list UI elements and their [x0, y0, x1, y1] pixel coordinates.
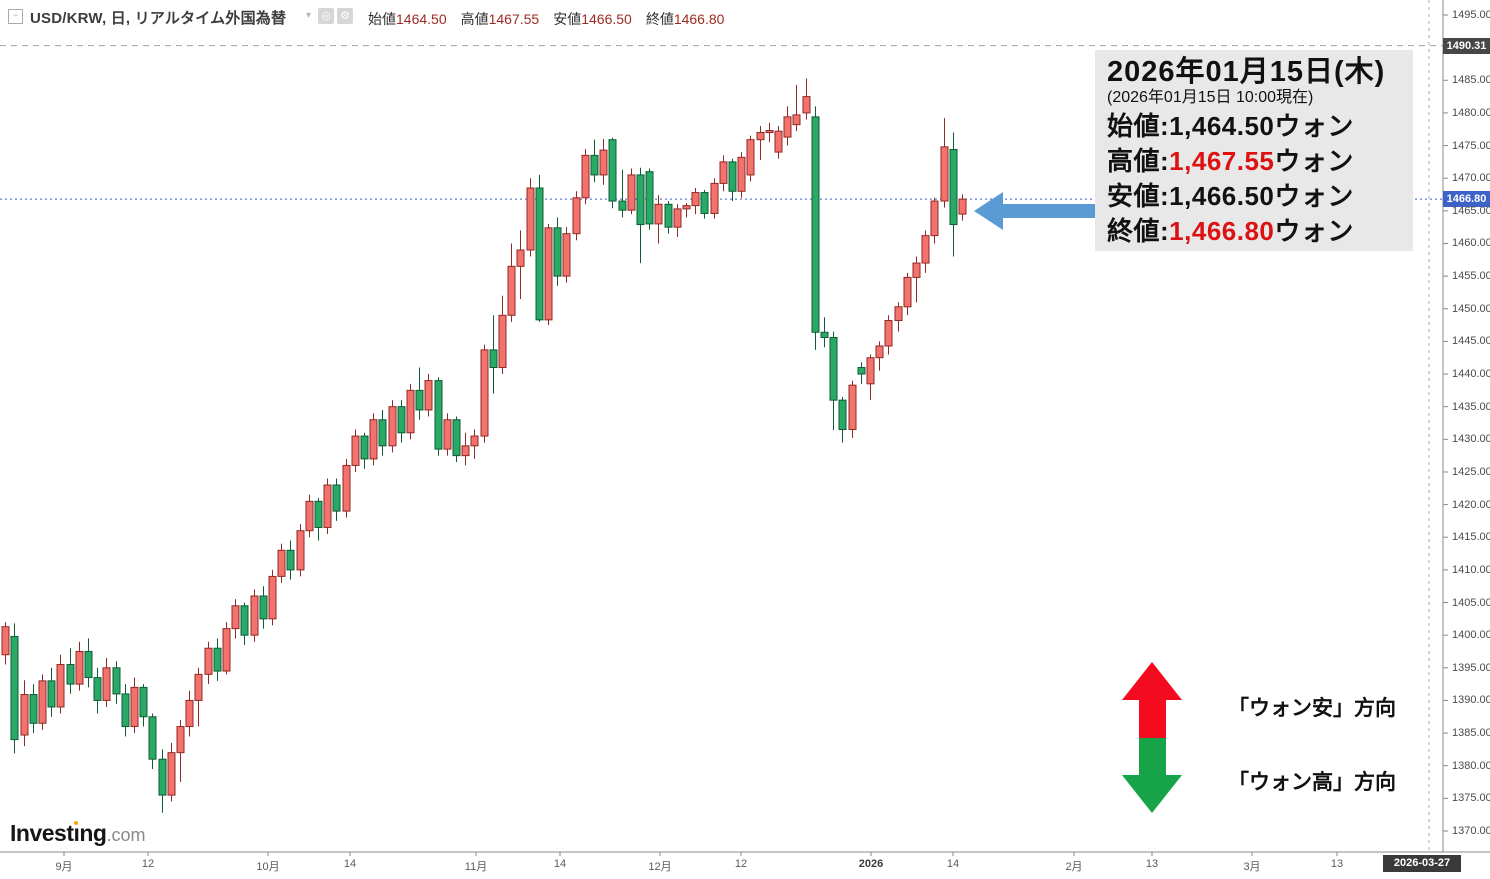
settings-gear-icon[interactable]: ⚙: [337, 8, 353, 24]
won-weak-up-arrow: [1122, 662, 1182, 738]
price-axis-tick: 1400.00: [1452, 629, 1490, 642]
annotation-ohlc-row: 終値:1,466.80ウォン: [1107, 216, 1354, 246]
price-axis-tick: 1480.00: [1452, 106, 1490, 119]
ohlc-item: 安値1466.50: [553, 11, 632, 27]
time-axis-tick: 12: [141, 858, 155, 870]
price-axis-tick: 1460.00: [1452, 237, 1490, 250]
price-axis-tick: 1470.00: [1452, 172, 1490, 185]
price-axis-tick: 1390.00: [1452, 694, 1490, 707]
annotation-subtitle: (2026年01月15日 10:00現在): [1107, 89, 1314, 106]
price-axis-tick: 1405.00: [1452, 596, 1490, 609]
time-axis-tick: 11月: [464, 861, 488, 873]
price-axis-tick: 1450.00: [1452, 302, 1490, 315]
annotation-ohlc-row: 高値:1,467.55ウォン: [1107, 146, 1354, 176]
chart-end-date-badge: 2026-03-27: [1383, 855, 1461, 872]
annotation-date-title: 2026年01月15日(木): [1107, 56, 1386, 88]
won-strong-down-arrow: [1122, 738, 1182, 813]
time-axis-tick: 9月: [55, 861, 73, 873]
time-axis-tick: 2026: [858, 858, 884, 870]
price-axis-tick: 1475.00: [1452, 139, 1490, 152]
chevron-down-icon[interactable]: ▾: [306, 10, 312, 21]
indicator-circle-icon[interactable]: ◎: [318, 8, 334, 24]
price-axis-tick: 1440.00: [1452, 368, 1490, 381]
time-axis-tick: 12月: [648, 861, 672, 873]
price-axis-tick: 1485.00: [1452, 74, 1490, 87]
current-price-arrow: [974, 192, 1096, 230]
collapse-icon[interactable]: −: [8, 9, 23, 24]
time-axis-tick: 13: [1145, 858, 1159, 870]
price-axis-tick: 1375.00: [1452, 792, 1490, 805]
time-axis-tick: 14: [946, 858, 960, 870]
price-axis-tick: 1420.00: [1452, 498, 1490, 511]
ohlc-item: 始値1464.50: [368, 11, 447, 27]
time-axis-tick: 14: [343, 858, 357, 870]
session-high-price-badge: 1490.31: [1443, 37, 1490, 54]
price-axis-tick: 1455.00: [1452, 270, 1490, 283]
price-axis-tick: 1425.00: [1452, 465, 1490, 478]
price-axis-tick: 1430.00: [1452, 433, 1490, 446]
time-axis-tick: 13: [1330, 858, 1344, 870]
price-axis-tick: 1465.00: [1452, 204, 1490, 217]
price-axis-tick: 1385.00: [1452, 727, 1490, 740]
price-axis-tick: 1370.00: [1452, 825, 1490, 837]
time-axis-tick: 14: [553, 858, 567, 870]
annotation-ohlc-row: 安値:1,466.50ウォン: [1107, 181, 1354, 211]
daily-quote-annotation: 2026年01月15日(木) (2026年01月15日 10:00現在) 始値:…: [1095, 50, 1413, 251]
won-strong-direction-label: 「ウォン高」方向: [1228, 771, 1396, 794]
price-axis-tick: 1445.00: [1452, 335, 1490, 348]
ohlc-summary: 始値1464.50 高値1467.55 安値1466.50 終値1466.80: [368, 9, 738, 29]
price-axis-tick: 1435.00: [1452, 400, 1490, 413]
won-weak-direction-label: 「ウォン安」方向: [1228, 697, 1396, 720]
investing-logo: Investıng.com: [10, 820, 146, 846]
time-axis-tick: 12: [734, 858, 748, 870]
price-axis-tick: 1415.00: [1452, 531, 1490, 544]
ohlc-item: 終値1466.80: [645, 11, 725, 27]
current-price-badge: 1466.80: [1443, 191, 1490, 208]
time-axis-tick: 3月: [1243, 861, 1261, 873]
price-axis-tick: 1380.00: [1452, 759, 1490, 772]
time-axis-tick: 2月: [1065, 861, 1083, 873]
price-axis-tick: 1495.00: [1452, 9, 1490, 21]
annotation-ohlc-row: 始値:1,464.50ウォン: [1107, 111, 1354, 141]
price-axis-tick: 1395.00: [1452, 661, 1490, 674]
chart-header: − USD/KRW, 日, リアルタイム外国為替 ▾ ◎ ⚙ 始値1464.50…: [0, 0, 1100, 34]
price-axis-tick: 1410.00: [1452, 563, 1490, 576]
time-axis-tick: 10月: [256, 861, 280, 873]
ohlc-item: 高値1467.55: [460, 11, 540, 27]
symbol-title: USD/KRW, 日, リアルタイム外国為替: [30, 10, 287, 27]
